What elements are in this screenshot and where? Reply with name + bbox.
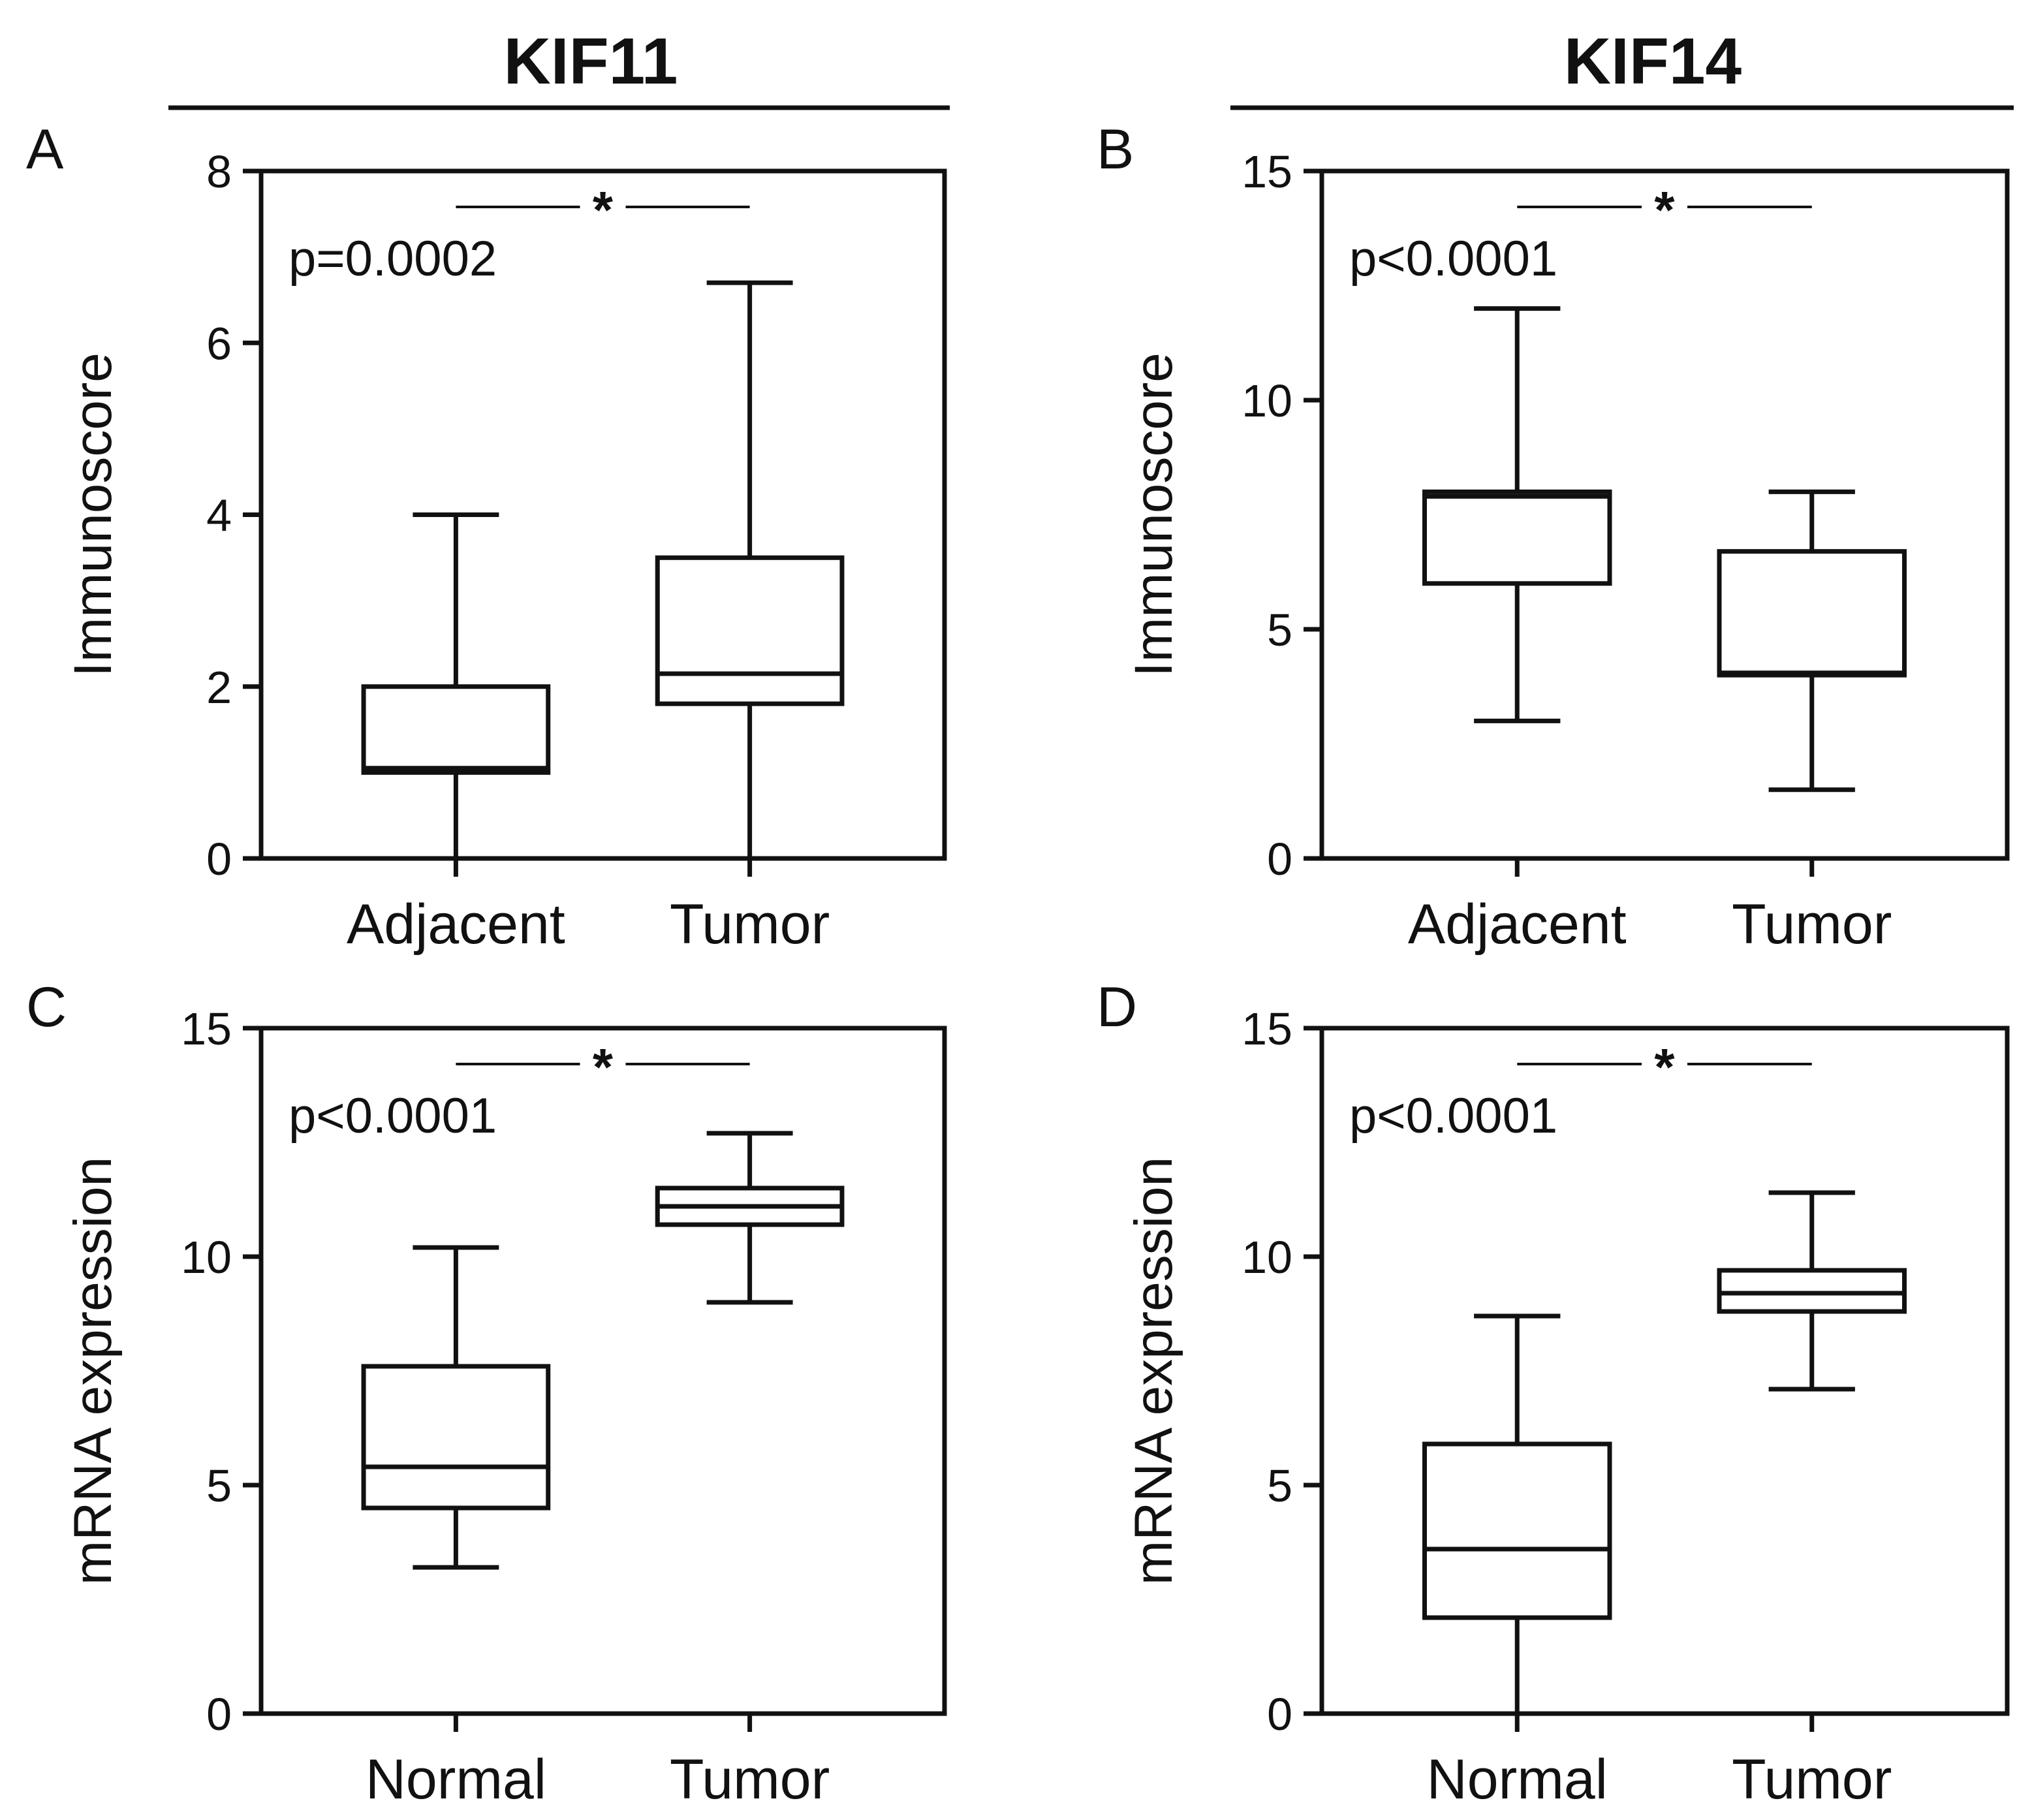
- y-tick-label: 5: [206, 1460, 232, 1511]
- y-tick-label: 10: [1242, 375, 1292, 426]
- x-category-label: Tumor: [670, 1748, 830, 1811]
- y-axis-title: Immunoscore: [1124, 353, 1183, 677]
- y-tick-label: 15: [1242, 1003, 1292, 1054]
- panel-letter: D: [1097, 976, 1137, 1039]
- panel-letter: B: [1097, 118, 1134, 181]
- y-tick-label: 0: [206, 834, 232, 885]
- y-tick-label: 10: [181, 1232, 232, 1283]
- box-group-normal: [1422, 1313, 1612, 1714]
- panel-b: B 0 5 10 15 Immunoscore Adjacent Tumor * p<0.0001: [1097, 118, 2010, 956]
- box-iqr: [361, 1364, 551, 1511]
- y-tick-label: 5: [1267, 1460, 1292, 1511]
- box-group-tumor: [1717, 489, 1907, 792]
- panel-letter: A: [26, 118, 64, 181]
- plot-frame: [1319, 168, 2010, 861]
- column-title-kif11: KIF11: [504, 25, 678, 98]
- x-category-label: Adjacent: [1408, 893, 1627, 956]
- significance-star: *: [1654, 1038, 1675, 1096]
- y-axis-title: Immunoscore: [63, 353, 123, 677]
- y-tick-label: 0: [1267, 1689, 1292, 1740]
- p-value-label: p<0.0001: [289, 1088, 497, 1144]
- x-category-label: Normal: [366, 1748, 546, 1811]
- box-group-normal: [361, 1245, 551, 1570]
- column-title-kif14: KIF14: [1564, 25, 1742, 98]
- plot-frame: [258, 1026, 947, 1716]
- panel-letter: C: [26, 976, 67, 1039]
- plot-frame: [1319, 1026, 2010, 1716]
- y-tick-label: 15: [1242, 146, 1292, 197]
- panel-c: C 0 5 10 15 mRNA expression Normal Tumor * p<0.00…: [26, 976, 947, 1811]
- box-group-tumor: [655, 280, 845, 858]
- significance-star: *: [593, 1038, 614, 1096]
- box-iqr: [1422, 1441, 1612, 1620]
- y-tick-label: 4: [206, 490, 232, 541]
- p-value-label: p<0.0001: [1349, 231, 1557, 287]
- box-group-tumor: [655, 1131, 845, 1305]
- x-category-label: Normal: [1427, 1748, 1608, 1811]
- x-category-label: Tumor: [1732, 893, 1892, 956]
- y-tick-label: 8: [206, 146, 232, 197]
- p-value-label: p<0.0001: [1349, 1088, 1557, 1144]
- y-tick-label: 10: [1242, 1232, 1292, 1283]
- y-tick-label: 2: [206, 662, 232, 713]
- panel-d: D 0 5 10 15 mRNA expression Normal Tumor * p<0.00…: [1097, 976, 2010, 1811]
- box-group-adjacent: [361, 512, 551, 858]
- panel-a: A 0 2 4 6 8 Immunoscore Adjacent Tumor * p=0.0002: [26, 118, 947, 956]
- box-iqr: [361, 684, 551, 775]
- y-tick-label: 6: [206, 318, 232, 369]
- y-axis-title: mRNA expression: [63, 1157, 123, 1585]
- x-category-label: Tumor: [1732, 1748, 1892, 1811]
- y-tick-label: 0: [206, 1689, 232, 1740]
- y-tick-label: 5: [1267, 604, 1292, 655]
- significance-star: *: [1654, 181, 1675, 239]
- box-iqr: [655, 555, 845, 706]
- x-category-label: Adjacent: [347, 893, 565, 956]
- y-tick-label: 0: [1267, 834, 1292, 885]
- box-group-adjacent: [1422, 306, 1612, 723]
- significance-star: *: [593, 181, 614, 239]
- x-category-label: Tumor: [670, 893, 830, 956]
- p-value-label: p=0.0002: [289, 231, 497, 287]
- box-iqr: [1422, 489, 1612, 586]
- y-tick-label: 15: [181, 1003, 232, 1054]
- box-iqr: [1717, 549, 1907, 678]
- box-group-tumor: [1717, 1190, 1907, 1392]
- y-axis-title: mRNA expression: [1124, 1157, 1183, 1585]
